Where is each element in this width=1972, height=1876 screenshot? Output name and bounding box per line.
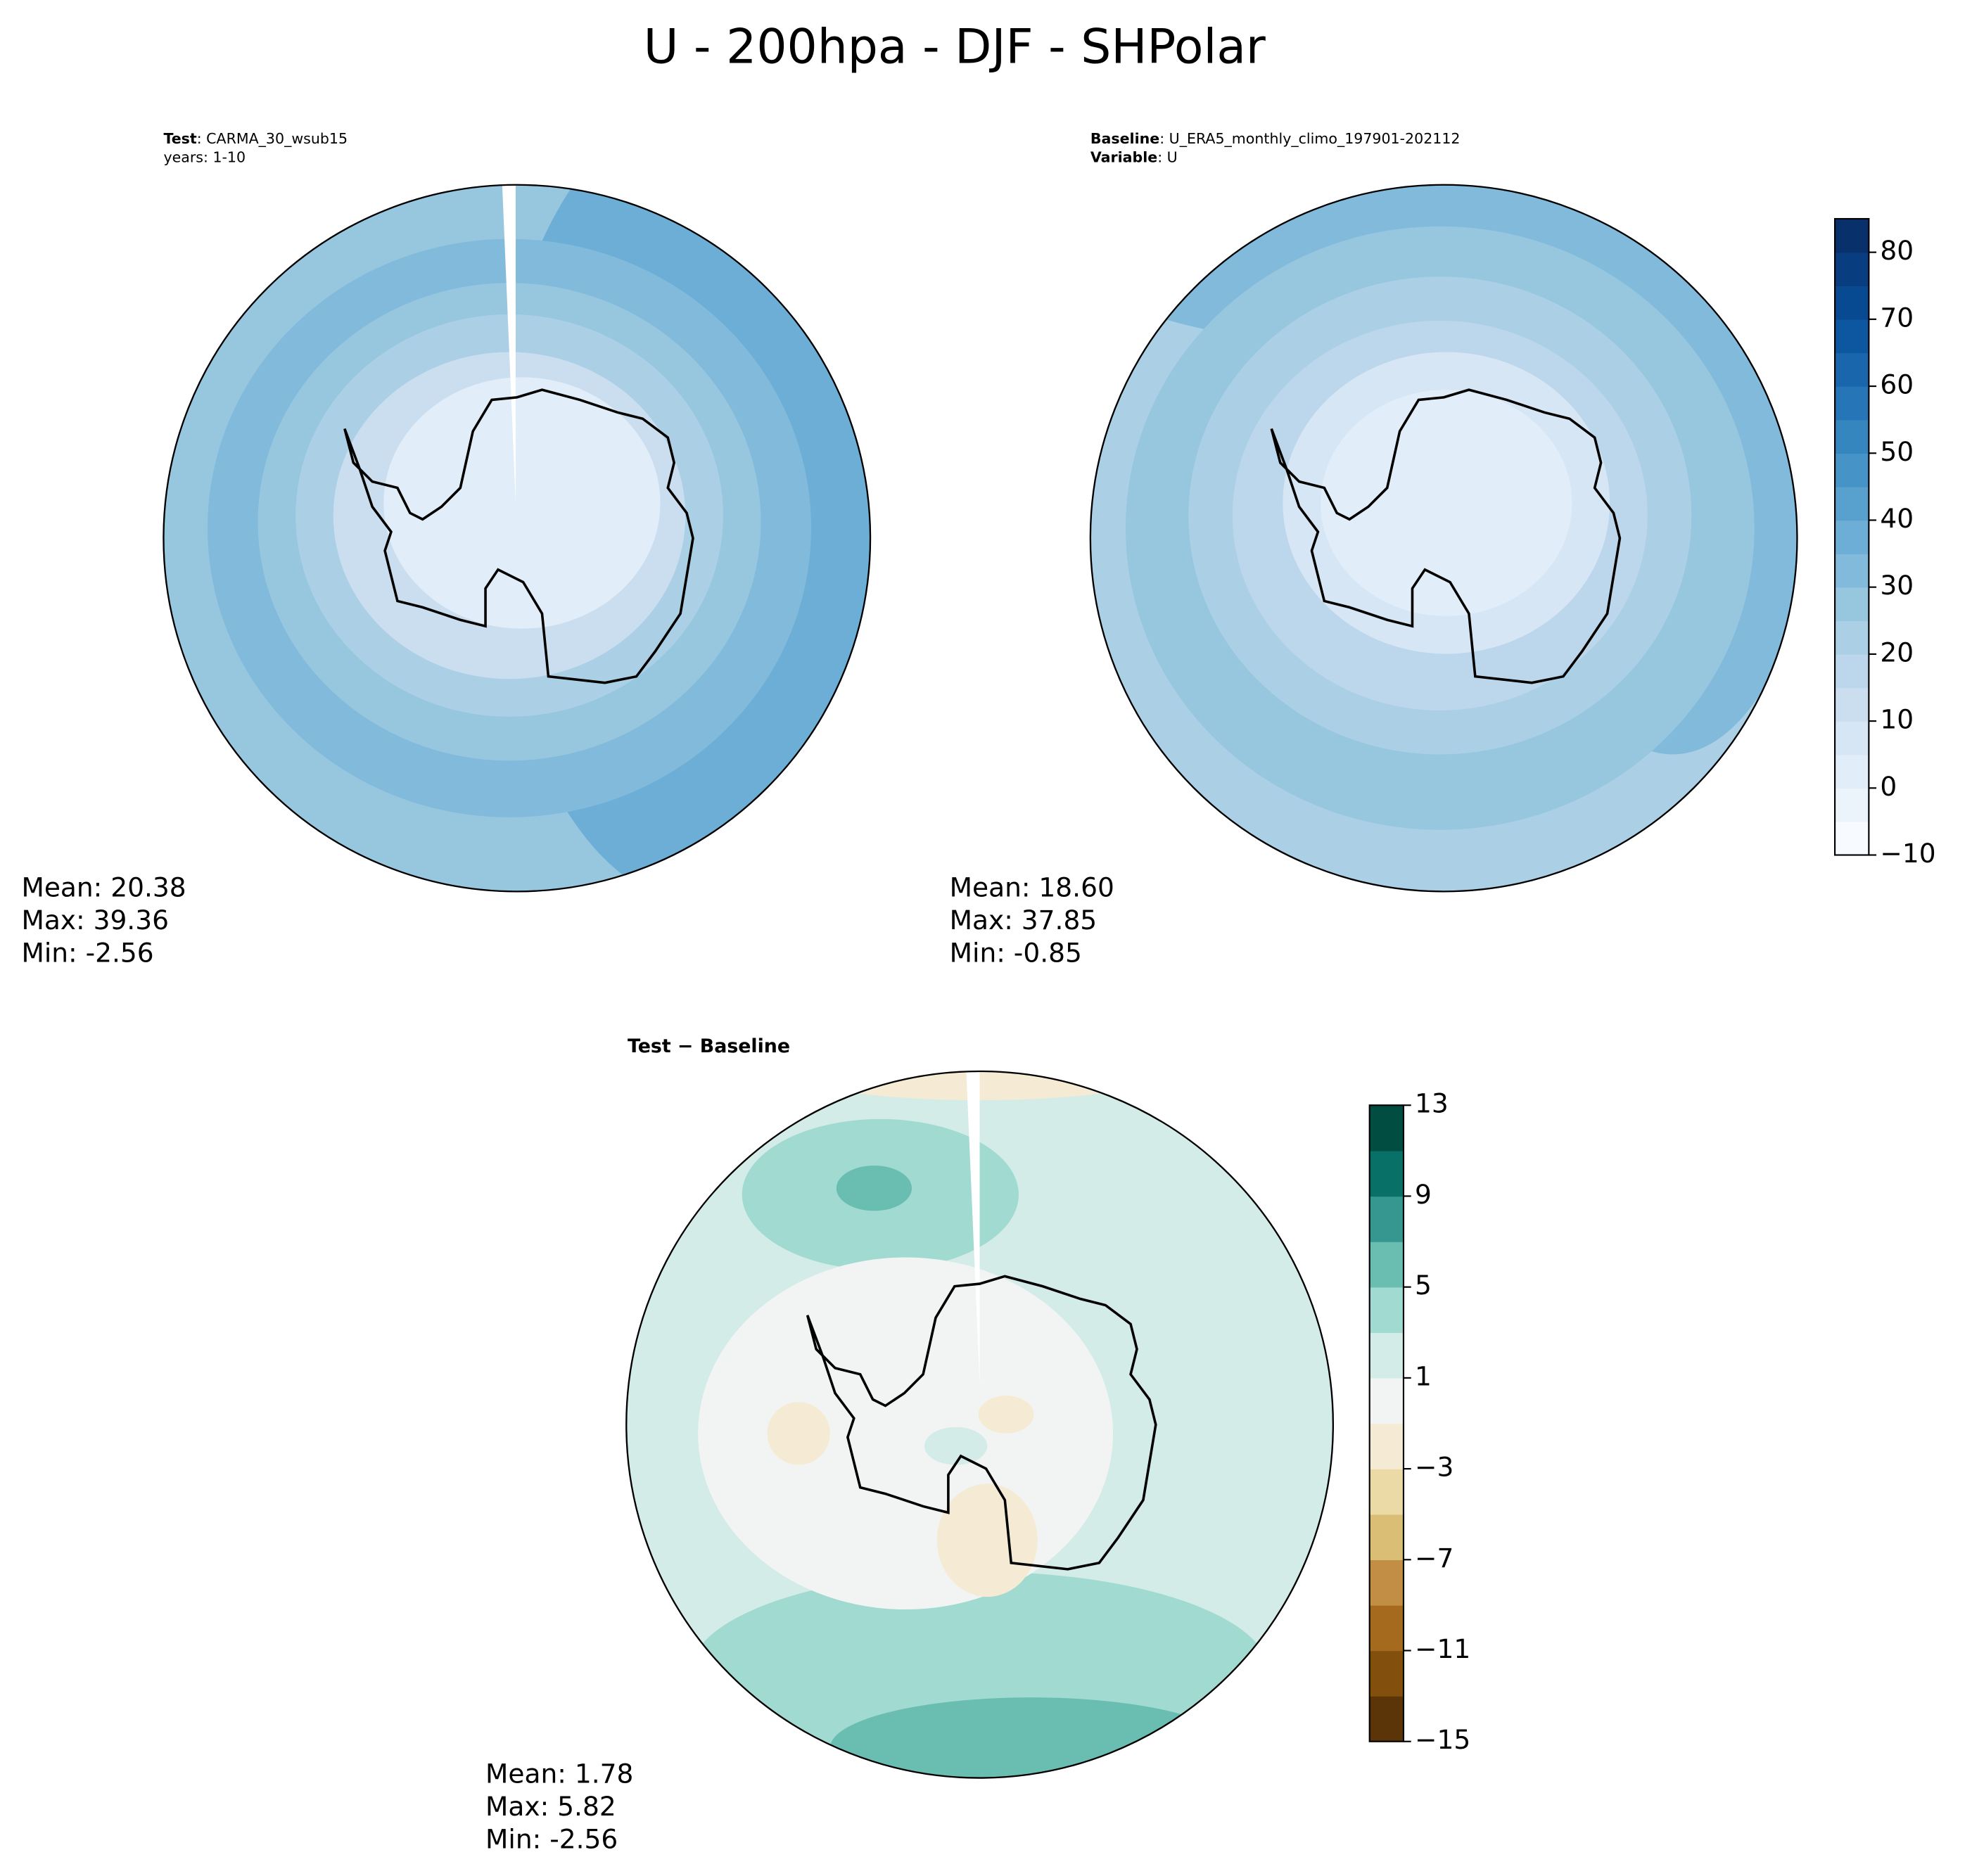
colorbar-bin [1369, 1196, 1404, 1242]
header-bold: Test − Baseline [628, 1035, 790, 1057]
stat-text: Min: -2.56 [21, 937, 153, 968]
colorbar-bin [1369, 1469, 1404, 1515]
tick-label: 9 [1415, 1179, 1432, 1210]
tick-label: 40 [1880, 503, 1914, 534]
tick-label: 5 [1415, 1270, 1432, 1301]
colorbar-bin [1369, 1287, 1404, 1333]
header-bold: Test [163, 130, 196, 147]
map-field [1090, 184, 1798, 892]
colorbar-bin [1369, 1604, 1404, 1652]
tick-label: 1 [1415, 1360, 1432, 1391]
header-bold: Baseline [1090, 130, 1159, 147]
stat-text: Mean: 18.60 [950, 872, 1114, 903]
colorbar-bin [1835, 587, 1869, 622]
colorbar-bin [1835, 653, 1869, 689]
colorbar-bin [1835, 419, 1869, 454]
colorbar-bin [1835, 788, 1869, 822]
tick-label: −3 [1415, 1452, 1453, 1483]
colorbar-bin [1835, 554, 1869, 588]
header-bold: Variable [1090, 149, 1157, 166]
tick-label: −10 [1880, 838, 1935, 869]
map-frame [625, 1070, 1335, 1779]
colorbar-bin [1835, 219, 1869, 253]
stat-text: Max: 39.36 [21, 905, 169, 936]
colorbar-bin [1369, 1559, 1404, 1606]
colorbar-bin [1369, 1423, 1404, 1469]
colorbar-bin [1835, 687, 1869, 722]
tick-label: 10 [1880, 704, 1914, 735]
colorbar-bin [1835, 821, 1869, 856]
colorbar-bin [1835, 386, 1869, 421]
colorbar-bin [1369, 1696, 1404, 1742]
header-text: : U [1157, 149, 1178, 166]
stat-text: Max: 5.82 [485, 1791, 616, 1822]
colorbar-bin [1835, 252, 1869, 286]
header-text: : CARMA_30_wsub15 [197, 130, 348, 147]
tick-label: 60 [1880, 369, 1914, 400]
stat-text: Mean: 1.78 [485, 1759, 633, 1789]
tick-label: 0 [1880, 771, 1897, 802]
tick-label: 30 [1880, 570, 1914, 601]
panel-header: Test: CARMA_30_wsub15 [163, 130, 348, 147]
colorbar-bin [1369, 1242, 1404, 1288]
colorbar-frame [1834, 217, 1870, 856]
tick-label: 20 [1880, 637, 1914, 668]
tick-label: 70 [1880, 302, 1914, 333]
stat-text: Mean: 20.38 [21, 872, 186, 903]
colorbar-bin [1835, 319, 1869, 354]
colorbar-bin [1835, 620, 1869, 655]
colorbar-bin [1835, 286, 1869, 320]
colorbar-bin [1835, 486, 1869, 521]
stat-text: Max: 37.85 [950, 905, 1098, 936]
map-frame [163, 184, 872, 893]
colorbar-frame [1368, 1104, 1405, 1742]
panel-header: years: 1-10 [163, 149, 246, 166]
colorbar-bin [1835, 453, 1869, 487]
stat-text: Min: -2.56 [485, 1824, 618, 1855]
colorbar-bin [1369, 1514, 1404, 1561]
panel-header: Baseline: U_ERA5_monthly_climo_197901-20… [1090, 130, 1461, 147]
colorbar-bin [1369, 1650, 1404, 1697]
header-text: : U_ERA5_monthly_climo_197901-202112 [1159, 130, 1460, 147]
tick-label: −11 [1415, 1633, 1470, 1664]
figure-title: U - 200hpa - DJF - SHPolar [644, 19, 1266, 75]
stat-text: Min: -0.85 [950, 937, 1082, 968]
colorbar-bin [1835, 520, 1869, 554]
tick-label: 13 [1415, 1088, 1449, 1119]
colorbar-bin [1369, 1332, 1404, 1379]
header-text: years: 1-10 [163, 149, 246, 166]
tick-label: −15 [1415, 1724, 1470, 1755]
colorbar-bin [1369, 1377, 1404, 1424]
map-field [163, 184, 871, 892]
tick-label: −7 [1415, 1543, 1453, 1574]
colorbar-bin [1369, 1105, 1404, 1151]
colorbar-bin [1835, 721, 1869, 755]
panel-header: Test − Baseline [628, 1035, 790, 1057]
map-field [626, 1071, 1333, 1778]
map-frame [1089, 184, 1798, 893]
colorbar-bin [1835, 352, 1869, 387]
panel-header: Variable: U [1090, 149, 1178, 166]
tick-label: 80 [1880, 235, 1914, 266]
colorbar-bin [1835, 754, 1869, 789]
tick-label: 50 [1880, 436, 1914, 467]
colorbar-bin [1369, 1150, 1404, 1197]
